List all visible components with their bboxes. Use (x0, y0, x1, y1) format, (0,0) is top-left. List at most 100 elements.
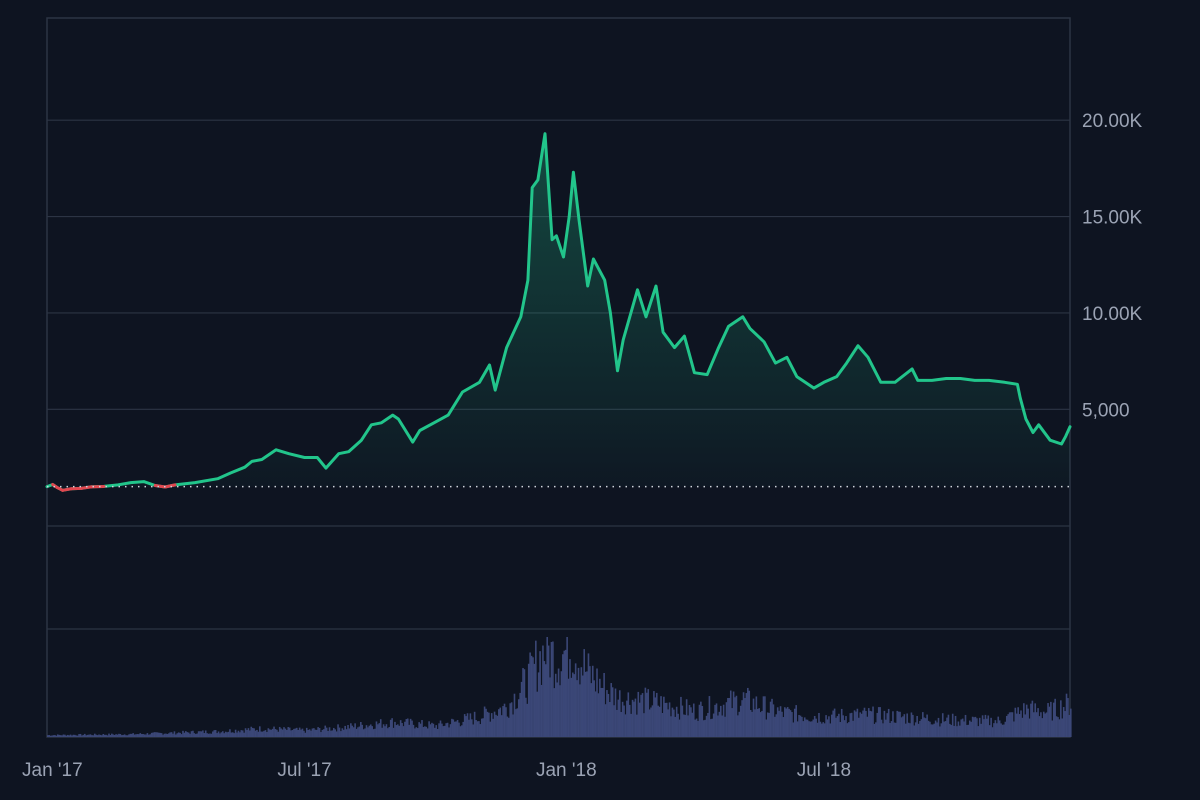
volume-bar (670, 716, 672, 737)
volume-bar (128, 734, 130, 737)
volume-bar (822, 722, 825, 737)
volume-bar (580, 667, 583, 737)
volume-bar (620, 712, 622, 737)
volume-bar (865, 710, 867, 737)
volume-bar (838, 713, 840, 737)
volume-bar (119, 734, 122, 737)
volume-bar (808, 721, 810, 737)
volume-bar (683, 714, 685, 737)
volume-bar (556, 682, 558, 737)
volume-bar (894, 722, 897, 737)
volume-bar (192, 730, 194, 737)
volume-bar (755, 696, 758, 737)
volume-bar (159, 732, 161, 737)
volume-bar (826, 719, 829, 737)
volume-bar (106, 735, 109, 737)
volume-bar (668, 702, 671, 737)
volume-bar (553, 688, 556, 737)
volume-bar (404, 721, 406, 737)
volume-bar (227, 731, 230, 737)
volume-bar (691, 712, 694, 737)
volume-bar (323, 729, 325, 737)
volume-bar (665, 702, 668, 737)
volume-bar (766, 712, 769, 737)
volume-bar (687, 715, 689, 737)
volume-bar (310, 730, 312, 737)
volume-bar (1011, 712, 1014, 737)
volume-bar (929, 721, 931, 737)
volume-bar (600, 687, 603, 737)
volume-bar (900, 717, 903, 737)
volume-bar (126, 735, 129, 737)
volume-bar (697, 720, 699, 737)
volume-bar (883, 710, 886, 737)
volume-bar (364, 728, 366, 737)
volume-bar (517, 699, 520, 737)
volume-bar (1005, 715, 1008, 737)
volume-bar (631, 699, 634, 737)
volume-bar (904, 723, 907, 737)
volume-bar (550, 642, 553, 737)
volume-bar (628, 704, 631, 737)
volume-bar (96, 735, 99, 737)
volume-bar (526, 703, 529, 737)
volume-bar (707, 712, 709, 737)
volume-bar (391, 718, 393, 737)
volume-bar (758, 708, 760, 737)
volume-bar (169, 732, 171, 737)
volume-bar (1020, 710, 1022, 737)
volume-bar (148, 734, 150, 737)
volume-bar (990, 717, 992, 737)
volume-bar (812, 719, 815, 737)
volume-bar (968, 720, 971, 737)
volume-bar (140, 734, 143, 737)
volume-bar (970, 721, 972, 737)
volume-bar (253, 728, 255, 737)
volume-bar (581, 675, 584, 737)
volume-bar (738, 711, 741, 737)
volume-bar (564, 649, 567, 737)
volume-bar (367, 727, 369, 737)
volume-bar (187, 732, 190, 737)
volume-bar (1061, 718, 1064, 737)
volume-bar (202, 730, 204, 737)
volume-bar (924, 718, 927, 737)
volume-bar (997, 716, 1000, 737)
volume-bar (914, 722, 917, 737)
volume-bar (482, 718, 484, 737)
volume-bar (601, 687, 604, 737)
volume-bar (960, 719, 963, 737)
volume-bar (466, 713, 469, 737)
volume-bar (1024, 714, 1027, 737)
volume-bar (792, 722, 795, 737)
volume-bar (243, 732, 245, 737)
volume-bar (546, 637, 549, 737)
volume-bar (692, 703, 695, 737)
volume-bar (848, 722, 850, 737)
volume-bar (479, 724, 482, 737)
y-tick-label: 20.00K (1082, 111, 1143, 132)
volume-bar (445, 723, 447, 737)
volume-bar (748, 690, 751, 737)
volume-bar (557, 668, 560, 737)
volume-bar (381, 727, 383, 737)
volume-bar (422, 727, 425, 737)
volume-bar (179, 732, 181, 737)
volume-bar (75, 735, 78, 737)
volume-bar (311, 728, 314, 737)
volume-bar (1010, 712, 1012, 737)
volume-bar (342, 729, 345, 737)
volume-bar (352, 727, 355, 737)
volume-bar (1007, 714, 1009, 737)
volume-bar (846, 723, 849, 737)
volume-bar (796, 721, 799, 737)
volume-bar (1060, 700, 1062, 737)
volume-bar (469, 713, 472, 737)
volume-bar (721, 715, 724, 737)
volume-bar (1044, 713, 1046, 737)
volume-bar (394, 721, 396, 737)
volume-bar (744, 698, 746, 737)
volume-bar (1004, 721, 1007, 737)
volume-bar (392, 727, 395, 737)
volume-bar (443, 725, 446, 737)
